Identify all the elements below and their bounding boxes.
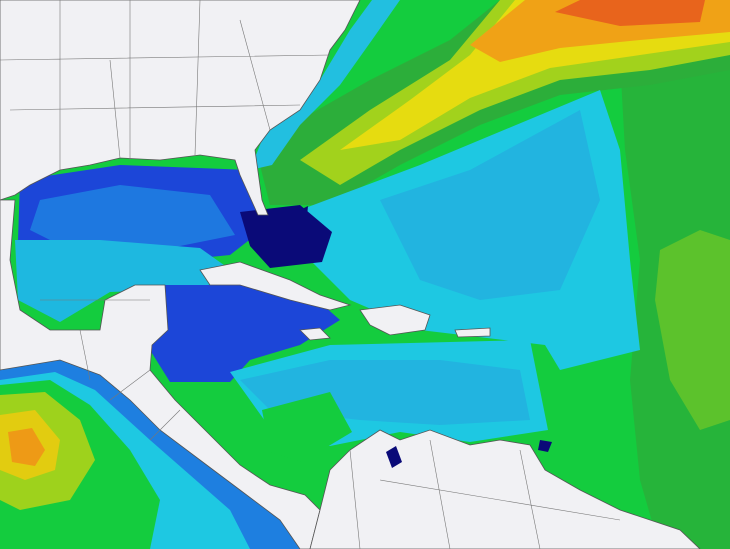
- land-jamaica: [299, 327, 331, 341]
- ocean-zone-red: [555, 0, 705, 26]
- ocean-zone-midblue-gulf: [30, 185, 235, 250]
- ocean-zone-pacific-orange: [8, 428, 45, 466]
- ocean-zone-blue-caribbean: [150, 285, 340, 382]
- ocean-zone-coastal: [250, 0, 400, 170]
- ocean-zone-lightgreen: [655, 230, 730, 430]
- land-central-america: [0, 199, 321, 549]
- land-north-america: [0, 0, 361, 216]
- land-hispaniola: [359, 304, 431, 336]
- land-south-america: [309, 429, 701, 549]
- land-puerto-rico: [454, 327, 491, 338]
- ocean-zone-cyan2: [380, 110, 600, 300]
- ocean-zone-navy: [240, 205, 332, 268]
- ocean-zone-cyan-gulf: [15, 240, 245, 322]
- ocean-zone-green-caribbean: [262, 392, 352, 462]
- land-cuba: [199, 261, 352, 311]
- borders: [0, 0, 621, 549]
